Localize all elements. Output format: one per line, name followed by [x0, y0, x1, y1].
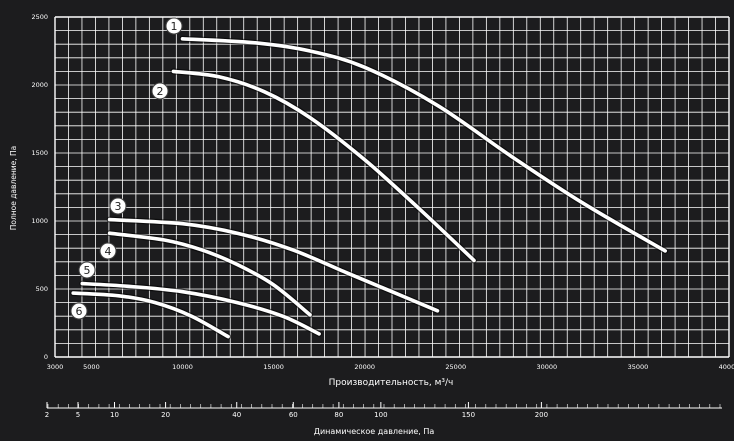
x-tick-label: 10000 — [172, 363, 193, 371]
marker-circle — [78, 261, 96, 279]
secondary-axis-tick-label: 80 — [334, 411, 343, 419]
y-tick-label: 2500 — [31, 13, 48, 21]
marker-label: 5 — [84, 264, 91, 277]
x-tick-label: 3000 — [47, 363, 64, 371]
marker-circle — [99, 242, 117, 260]
curves — [70, 35, 669, 340]
curve-marker-4: 4 — [99, 242, 117, 260]
secondary-axis-tick-label: 200 — [535, 411, 548, 419]
curve-marker-6: 6 — [70, 302, 88, 320]
secondary-axis-tick-label: 2 — [45, 411, 49, 419]
curve-markers: 1 2 3 4 5 6 — [70, 17, 183, 320]
marker-circle — [165, 17, 183, 35]
y-axis-label: Полное давление, Па — [9, 146, 18, 231]
y-tick-label: 1500 — [31, 149, 48, 157]
x-tick-label: 35000 — [628, 363, 649, 371]
x-tick-label: 30000 — [536, 363, 557, 371]
marker-circle — [109, 197, 127, 215]
marker-label: 3 — [115, 200, 122, 213]
marker-label: 6 — [76, 305, 83, 318]
curve-4 — [107, 231, 312, 317]
x-tick-labels: 3000 5000 10000 15000 20000 25000 30000 35000 40… — [47, 363, 734, 371]
y-tick-label: 0 — [44, 353, 48, 361]
curve-3 — [107, 217, 440, 313]
y-tick-label: 1000 — [31, 217, 48, 225]
x-axis-label: Производительность, м³/ч — [329, 378, 454, 388]
curve-shadow-3 — [106, 216, 441, 314]
marker-label: 2 — [157, 85, 164, 98]
x-tick-label: 20000 — [354, 363, 375, 371]
curve-1 — [180, 37, 667, 253]
secondary-axis-tick-label: 5 — [76, 411, 80, 419]
secondary-axis-label: Динамическое давление, Па — [314, 427, 435, 436]
curve-marker-2: 2 — [151, 82, 169, 100]
secondary-axis-tick-label: 20 — [161, 411, 170, 419]
curve-marker-3: 3 — [109, 197, 127, 215]
curve-shadow-1 — [179, 35, 669, 254]
curve-5 — [80, 281, 321, 336]
y-tick-label: 500 — [36, 285, 48, 293]
curve-marker-1: 1 — [165, 17, 183, 35]
x-tick-label: 25000 — [445, 363, 466, 371]
x-tick-label: 5000 — [83, 363, 100, 371]
secondary-axis-tick-label: 100 — [374, 411, 387, 419]
secondary-axis: 2 5 10 20 40 60 80 100 150 200 — [45, 402, 722, 419]
y-tick-label: 2000 — [31, 81, 48, 89]
marker-circle — [151, 82, 169, 100]
marker-label: 1 — [171, 20, 178, 33]
secondary-axis-tick-label: 150 — [462, 411, 475, 419]
marker-label: 4 — [105, 245, 112, 258]
y-tick-labels: 0 500 1000 1500 2000 2500 — [31, 13, 48, 361]
secondary-axis-tick-label: 10 — [110, 411, 119, 419]
secondary-axis-tick-label: 60 — [289, 411, 298, 419]
x-tick-label: 15000 — [263, 363, 284, 371]
x-tick-label: 40000 — [719, 363, 734, 371]
curve-2 — [171, 69, 476, 263]
secondary-axis-tick-label: 40 — [232, 411, 241, 419]
curve-6 — [71, 291, 230, 339]
curve-marker-5: 5 — [78, 261, 96, 279]
marker-circle — [70, 302, 88, 320]
